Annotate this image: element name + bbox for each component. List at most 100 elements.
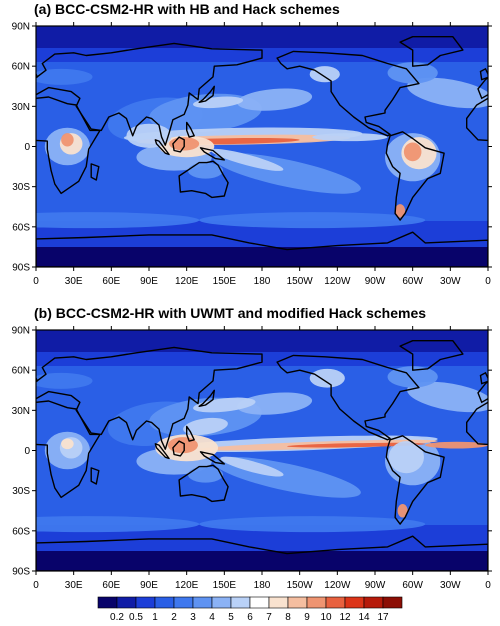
panel-b-lon-tick-label: 150E — [213, 580, 237, 591]
panel-b-lon-tick-label: 0 — [485, 580, 491, 591]
panel-a-lon-tick-label: 60W — [402, 276, 423, 287]
panel-b-lat-tick-label: 30S — [12, 486, 30, 497]
panel-b-field-blob — [237, 392, 313, 415]
panel-a-lon-tick-label: 90E — [140, 276, 158, 287]
panel-b-coastline-nam — [276, 354, 420, 441]
panel-b-field-blob — [220, 456, 284, 477]
panel-b-coastline-newguinea — [199, 451, 226, 465]
panel-b-coastline-philippines — [185, 425, 195, 442]
panel-b-south-polar-band — [36, 551, 488, 571]
panel-b-coastline-greenland — [399, 340, 464, 371]
panel-a-lat-tick-label: 0 — [24, 142, 30, 153]
panel-b-north-polar-band — [36, 330, 488, 352]
panel-b-coastline-madagascar — [90, 467, 100, 485]
panel-b-field-blob — [61, 438, 74, 450]
panel-b-lat-tick-label: 60N — [12, 366, 30, 377]
panel-a-lon-tick-label: 180 — [254, 276, 271, 287]
panel-b-field-blob — [36, 372, 93, 389]
colorbar-label: 14 — [358, 612, 370, 623]
colorbar-label: 6 — [247, 612, 253, 623]
panel-b-lon-tick-label: 90W — [365, 580, 386, 591]
panel-a-lon-tick-label: 150W — [287, 276, 314, 287]
panel-b-lat-tick-label: 60S — [12, 526, 30, 537]
panel-b-coastline-japan — [198, 389, 216, 408]
panel-a-lon-tick-label: 30E — [65, 276, 83, 287]
panel-b-lon-tick-label: 120E — [175, 580, 199, 591]
panel-a-coastline-nam — [276, 50, 420, 137]
colorbar-swatch — [268, 596, 289, 609]
colorbar-swatch — [192, 596, 213, 609]
panel-b-field-blob — [309, 368, 345, 388]
panel-a-coastline-japan — [198, 85, 216, 104]
colorbar: 0.2 0.5 1 2 3 4 5 6 7 8 9 10 12 14 17 — [97, 596, 403, 623]
colorbar-swatch — [287, 596, 308, 609]
panel-b-lon-tick-label: 60W — [402, 580, 423, 591]
panel-a-field-blob — [312, 133, 388, 142]
colorbar-label: 0.5 — [129, 612, 143, 623]
colorbar-swatch — [382, 596, 403, 609]
panel-a-title: (a) BCC-CSM2-HR with HB and Hack schemes — [34, 1, 340, 17]
panel-a-field-blob — [61, 133, 74, 147]
colorbar-label: 0.2 — [110, 612, 124, 623]
panel-a-coastline-madagascar — [90, 163, 100, 181]
panel-b-coastline-sam — [385, 435, 445, 525]
colorbar-swatch — [173, 596, 194, 609]
panel-b-coastline-australia — [178, 464, 229, 503]
panel-b-coastline-sumatra — [154, 443, 170, 460]
colorbar-label: 1 — [152, 612, 158, 623]
panel-a-coastline-australia — [178, 160, 229, 199]
panel-a-coastline-borneo — [172, 136, 185, 153]
colorbar-swatch — [363, 596, 384, 609]
panel-a-lon-tick-label: 0 — [485, 276, 491, 287]
panel-a-lon-tick-label: 0 — [33, 276, 39, 287]
panel-a-lon-tick-label: 30W — [440, 276, 461, 287]
panel-a-coastline-eurasia — [36, 42, 263, 146]
panel-b-lon-tick-label: 120W — [324, 580, 351, 591]
panel-b-field-blob — [425, 441, 488, 449]
panel-a-coastline-africa — [36, 96, 101, 195]
panel-b-coastline-borneo — [172, 440, 185, 457]
panel-b-lon-tick-label: 0 — [33, 580, 39, 591]
colorbar-label: 8 — [285, 612, 291, 623]
colorbar-swatch — [116, 596, 137, 609]
panel-a-lon-tick-label: 90W — [365, 276, 386, 287]
panel-b-lat-tick-label: 90S — [12, 567, 30, 578]
panel-a-field-blob — [187, 162, 224, 179]
panel-b-lon-tick-label: 90E — [140, 580, 158, 591]
panel-b-field-blob — [183, 417, 228, 435]
panel-b-field-blob — [199, 516, 426, 533]
colorbar-swatch — [230, 596, 251, 609]
panel-a-field-blob — [36, 68, 93, 85]
panel-a-north-polar-band — [36, 26, 488, 48]
colorbar-swatch — [249, 596, 270, 609]
panel-b-lon-tick-label: 60E — [102, 580, 120, 591]
panel-a-lon-tick-label: 120W — [324, 276, 351, 287]
colorbar-label: 12 — [339, 612, 351, 623]
panel-a-lat-tick-label: 60S — [12, 222, 30, 233]
panel-a-lon-tick-label: 120E — [175, 276, 199, 287]
panel-a-field-blob — [36, 212, 200, 229]
colorbar-label: 4 — [209, 612, 215, 623]
panel-a-lat-tick-label: 90N — [12, 22, 30, 33]
panel-b-coastline-eurasia — [36, 346, 263, 450]
colorbar-label: 10 — [320, 612, 332, 623]
panel-b-coastline-uk-wrap — [479, 371, 488, 385]
panel-b-field-blob — [36, 516, 200, 533]
panel-a-coastline-newguinea — [199, 147, 226, 161]
panel-a-field-blob — [199, 212, 426, 229]
colorbar-swatch — [97, 596, 118, 609]
panel-b-lat-tick-label: 0 — [24, 446, 30, 457]
colorbar-swatch — [344, 596, 365, 609]
panel-a-field-blob — [237, 88, 313, 111]
colorbar-swatch — [154, 596, 175, 609]
panel-b-field-blob — [397, 504, 408, 518]
panel-b-lon-tick-label: 30W — [440, 580, 461, 591]
panel-a-field-blob — [309, 66, 340, 83]
colorbar-label: 3 — [190, 612, 196, 623]
panel-b-field-blob — [406, 381, 488, 413]
panel-a-field-blob — [403, 142, 422, 162]
panel-b-coastline-africa — [36, 400, 101, 499]
panel-a-lat-tick-label: 30N — [12, 102, 30, 113]
colorbar-swatch — [211, 596, 232, 609]
